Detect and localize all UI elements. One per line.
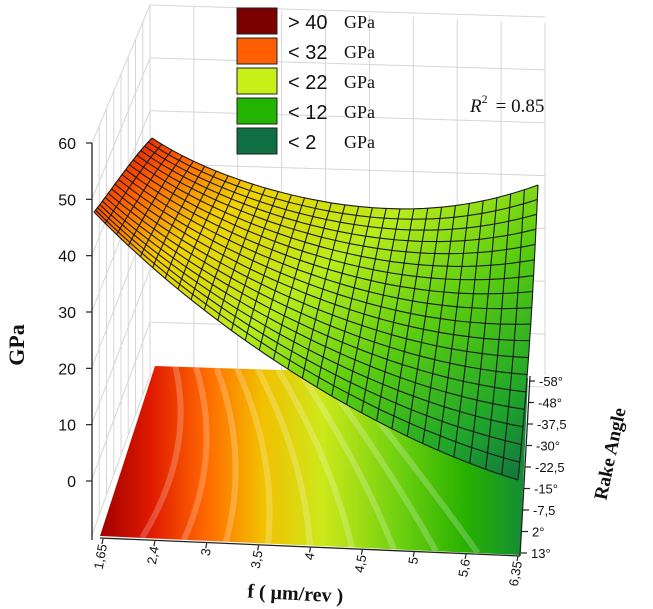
legend-unit: GPa [344,132,375,152]
y-tick-label: -22,5 [535,460,565,475]
y-tick-label: -58° [539,374,563,389]
y-tick-label: -30° [536,439,560,454]
legend-unit: GPa [344,102,375,122]
legend-swatch [236,97,278,125]
y-tick-label: -37,5 [537,417,567,432]
y-axis-ticks: -58° -48° -37,5 -30° -22,5 -15° -7,5 2° 13° [521,374,567,561]
x-tick-label: 4,5 [351,554,369,574]
legend-swatch [236,67,278,95]
z-axis-ticks: 60 50 40 30 20 10 0 [58,136,92,491]
y-axis-title: Rake Angle [591,406,631,502]
x-tick-label: 3,5 [248,549,266,569]
z-tick-label: 20 [58,361,76,378]
x-tick-label: 3 [198,547,214,557]
legend-unit: GPa [344,12,375,32]
legend-swatch [236,127,278,155]
x-tick-label: 2,4 [144,545,162,565]
x-tick-label: 5 [405,556,421,566]
x-tick-label: 4 [301,551,317,561]
legend-swatch [236,7,278,35]
z-tick-label: 40 [58,249,76,266]
axes [91,143,531,557]
legend-unit: GPa [344,42,375,62]
z-tick-label: 10 [58,418,76,435]
x-tick-label: 5,6 [455,558,473,578]
x-axis-title: f ( μm/rev ) [247,581,344,608]
z-tick-label: 30 [58,305,76,322]
r-squared-annotation: R2 = 0.85 [469,92,544,117]
legend-label: < 32 [288,42,327,64]
legend-label: < 22 [288,72,327,94]
y-tick-label: 2° [532,525,544,540]
y-tick-label: -7,5 [533,503,555,518]
legend-label: < 2 [288,132,316,154]
z-tick-label: 50 [58,192,76,209]
z-tick-label: 60 [58,136,76,153]
legend-swatch [236,37,278,65]
x-tick-label: 1,65 [91,543,110,571]
x-tick-label: 6,35 [506,560,525,588]
surface-mesh [93,137,539,481]
legend-unit: GPa [344,72,375,92]
y-tick-label: -48° [538,396,562,411]
y-tick-label: -15° [534,482,558,497]
x-axis-ticks: 1,65 2,4 3 3,5 4 4,5 5 5,6 6,35 [91,538,525,588]
legend-label: < 12 [288,102,327,124]
z-axis-title: GPa [4,324,29,366]
legend: > 40 GPa < 32 GPa < 22 GPa < 12 GPa < 2 GPa [236,7,375,155]
y-tick-label: 13° [531,546,551,561]
z-tick-label: 0 [67,474,76,491]
legend-label: > 40 [288,12,327,34]
